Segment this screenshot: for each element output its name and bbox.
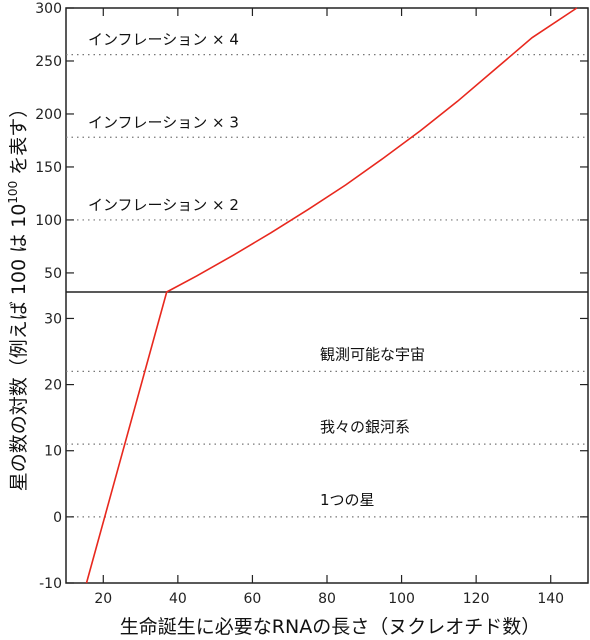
annotation-label: インフレーション × 4 [88,31,239,49]
annotation-label: 我々の銀河系 [320,418,410,436]
y-tick-label-lower: 30 [44,311,62,327]
x-tick-label: 140 [537,591,564,607]
x-tick-label: 80 [318,591,336,607]
reference-lines [66,54,588,518]
y-tick-label-lower: 10 [44,444,62,460]
annotation-label: インフレーション × 3 [88,113,239,131]
x-tick-label: 60 [244,591,262,607]
annotations: インフレーション × 2 インフレーション × 3 インフレーション × 4 1つの星… [88,31,425,509]
y-tick-label-lower: 0 [53,510,62,526]
y-tick-label-upper: 100 [35,213,62,229]
annotation-label: インフレーション × 2 [88,196,239,214]
y-axis-label-main: 星の数の対数（例えば 100 は 10 [8,204,30,492]
y-axis-label-superscript: 100 [6,181,20,204]
x-tick-label: 20 [94,591,112,607]
series-line-upper [166,7,578,293]
y-axis-label: 星の数の対数（例えば 100 は 10100 を表す） [6,99,30,492]
series-layer [85,7,578,584]
annotation-label: 観測可能な宇宙 [320,345,425,363]
y-tick-label-upper: 50 [44,266,62,282]
y-tick-label-upper: 150 [35,160,62,176]
axis-ticks: 20 40 60 80 100 120 140 50 100 150 200 250 300 -10 0 10… [35,1,588,607]
y-tick-label-upper: 200 [35,107,62,123]
y-tick-label-upper: 300 [35,1,62,17]
x-axis-label: 生命誕生に必要なRNAの長さ（ヌクレオチド数） [120,616,540,638]
annotation-label: 1つの星 [320,491,375,509]
x-tick-label: 120 [463,591,490,607]
y-axis-label-tail: を表す） [8,99,30,181]
x-tick-label: 100 [388,591,415,607]
series-line-lower [85,291,168,584]
y-tick-label-upper: 250 [35,54,62,70]
y-tick-label-lower: 20 [44,378,62,394]
x-tick-label: 40 [169,591,187,607]
y-tick-label-lower: -10 [39,576,62,592]
